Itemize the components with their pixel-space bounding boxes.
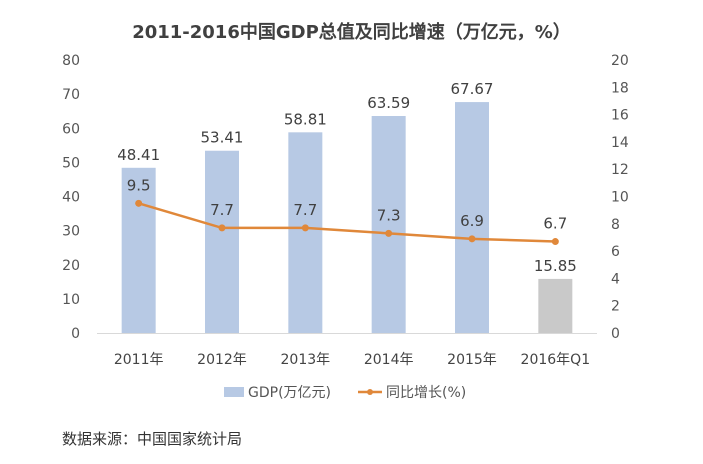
bar-value-label: 15.85 bbox=[534, 257, 577, 275]
y-right-tick-label: 10 bbox=[611, 190, 629, 206]
y-right-tick-label: 2 bbox=[611, 299, 620, 315]
line-value-label: 6.9 bbox=[460, 212, 484, 230]
line-series bbox=[138, 202, 556, 243]
y-left-tick-label: 50 bbox=[62, 155, 80, 171]
legend-line-marker bbox=[367, 389, 373, 395]
line-value-label: 7.7 bbox=[210, 201, 234, 219]
line-value-label: 7.3 bbox=[377, 206, 401, 224]
y-left-tick-label: 80 bbox=[62, 53, 80, 69]
y-left-tick-label: 30 bbox=[62, 224, 80, 240]
line-point bbox=[468, 235, 476, 243]
source-note: 数据来源：中国国家统计局 bbox=[62, 430, 243, 448]
y-right-tick-label: 20 bbox=[611, 53, 629, 69]
y-right-tick-label: 14 bbox=[611, 135, 629, 151]
x-category-label: 2014年 bbox=[364, 352, 414, 368]
bar bbox=[205, 150, 239, 333]
y-left-tick-label: 0 bbox=[71, 326, 80, 342]
y-left-tick-label: 70 bbox=[62, 87, 80, 103]
legend-label-growth: 同比增长(%) bbox=[386, 385, 466, 401]
y-right-tick-label: 12 bbox=[611, 162, 629, 178]
line-point bbox=[551, 238, 559, 246]
y-left-tick-label: 60 bbox=[62, 121, 80, 137]
x-category-label: 2011年 bbox=[114, 352, 164, 368]
line-point bbox=[135, 199, 143, 207]
bar bbox=[288, 132, 323, 333]
bar-value-label: 48.41 bbox=[117, 146, 160, 164]
x-category-label: 2012年 bbox=[197, 352, 247, 368]
chart-title: 2011-2016中国GDP总值及同比增速（万亿元，%） bbox=[132, 22, 571, 43]
y-left-tick-label: 20 bbox=[62, 258, 80, 274]
x-category-label: 2016年Q1 bbox=[521, 352, 591, 368]
line-value-label: 6.7 bbox=[543, 215, 567, 233]
bar-value-label: 58.81 bbox=[284, 110, 327, 128]
y-left-tick-label: 10 bbox=[62, 292, 80, 308]
bar bbox=[371, 115, 406, 334]
bar bbox=[538, 278, 573, 333]
line-point bbox=[385, 229, 393, 237]
y-right-tick-label: 16 bbox=[611, 108, 629, 124]
line-point bbox=[218, 224, 226, 232]
bar-value-label: 53.41 bbox=[201, 129, 244, 147]
line-value-label: 7.7 bbox=[293, 201, 317, 219]
y-right-tick-label: 18 bbox=[611, 80, 629, 96]
bar-value-label: 67.67 bbox=[451, 80, 494, 98]
y-right-tick-label: 4 bbox=[611, 271, 620, 287]
line-value-label: 9.5 bbox=[127, 176, 151, 194]
y-right-tick-label: 6 bbox=[611, 244, 620, 260]
y-right-tick-label: 0 bbox=[611, 326, 620, 342]
legend-bar-swatch bbox=[224, 387, 244, 397]
y-right-tick-label: 8 bbox=[611, 217, 620, 233]
x-category-label: 2013年 bbox=[281, 352, 331, 368]
y-left-tick-label: 40 bbox=[62, 190, 80, 206]
x-category-label: 2015年 bbox=[447, 352, 497, 368]
line-point bbox=[301, 224, 309, 232]
bar bbox=[455, 102, 489, 333]
bar-value-label: 63.59 bbox=[367, 94, 410, 112]
bar bbox=[121, 167, 156, 333]
legend-label-gdp: GDP(万亿元) bbox=[248, 385, 331, 401]
